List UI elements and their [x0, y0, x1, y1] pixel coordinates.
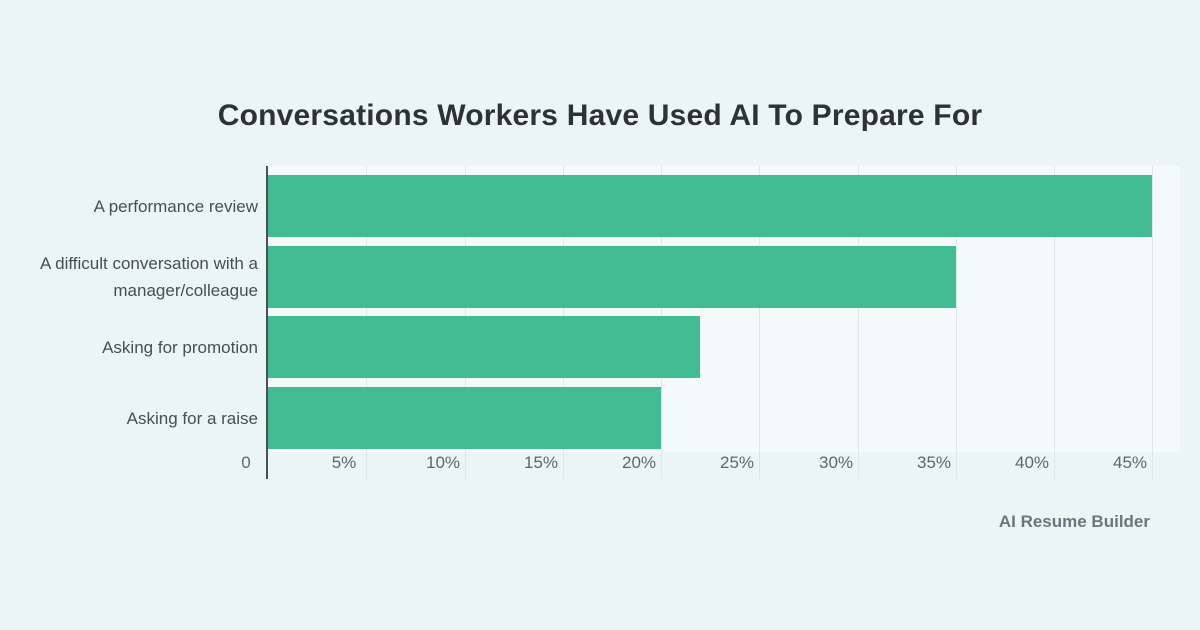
category-label-text: A performance review — [93, 196, 258, 216]
x-tick-label: 35% — [916, 453, 952, 472]
x-tick-label: 30% — [818, 453, 854, 472]
x-tick-label: 15% — [523, 453, 559, 472]
source-credit: AI Resume Builder — [998, 512, 1150, 531]
gridline — [956, 166, 957, 479]
category-label-text: A difficult conversation with a manager/… — [40, 254, 258, 300]
y-axis-line — [266, 166, 268, 479]
category-label: A performance review — [0, 175, 258, 237]
x-tick-label: 0 — [241, 453, 251, 472]
bar-4 — [268, 387, 661, 449]
chart-title: Conversations Workers Have Used AI To Pr… — [217, 99, 983, 132]
bar-3 — [268, 316, 700, 378]
category-label: Asking for a raise — [0, 387, 258, 449]
bar-2 — [268, 246, 956, 308]
gridline — [759, 166, 760, 479]
x-tick-label: 40% — [1014, 453, 1050, 472]
category-axis: A performance review A difficult conversa… — [0, 166, 258, 452]
x-axis: 0 5% 10% 15% 20% 25% 30% 35% 40% 45% — [241, 453, 1180, 479]
category-label-text: Asking for promotion — [102, 337, 258, 357]
category-label: Asking for promotion — [0, 316, 258, 378]
x-tick-label: 20% — [621, 453, 657, 472]
x-tick-label: 10% — [425, 453, 461, 472]
category-label-text: Asking for a raise — [126, 408, 258, 428]
gridline — [1152, 166, 1153, 479]
bar-1 — [268, 175, 1152, 237]
x-tick-label: 5% — [331, 453, 357, 472]
plot-area — [268, 166, 1180, 479]
category-label: A difficult conversation with a manager/… — [0, 246, 258, 308]
x-tick-label: 45% — [1112, 453, 1148, 472]
x-tick-label: 25% — [719, 453, 755, 472]
gridline — [1054, 166, 1055, 479]
gridline — [858, 166, 859, 479]
